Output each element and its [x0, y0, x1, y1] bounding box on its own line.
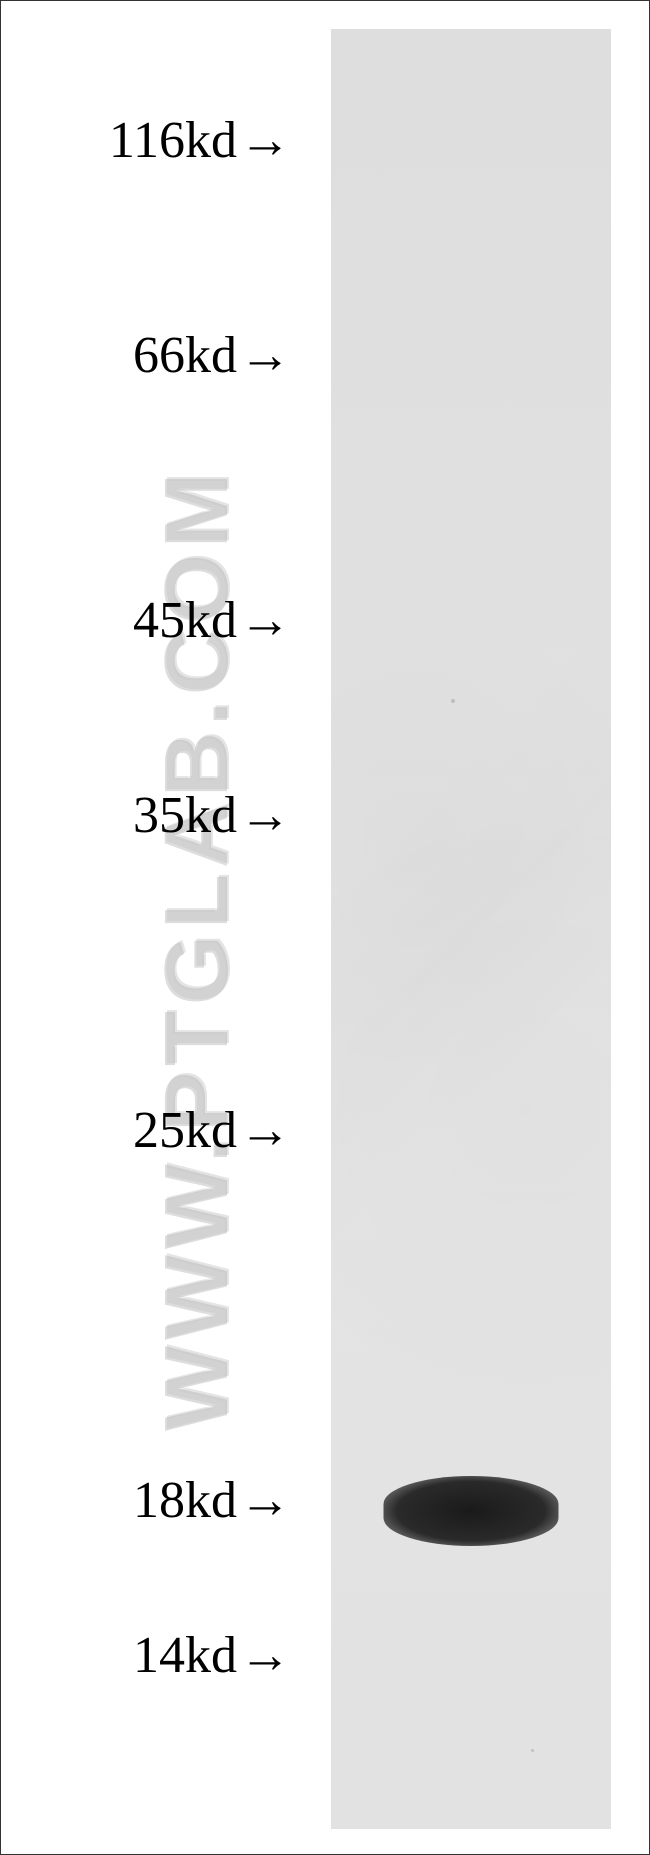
arrow-icon: →	[239, 1472, 291, 1529]
marker-labels-area: 116kd→ 66kd→ 45kd→ 35kd→ 25kd→ 18kd→ 14k…	[1, 1, 326, 1854]
artifact-speck	[451, 699, 455, 703]
artifact-speck	[531, 1749, 534, 1752]
marker-weight-text: 18kd	[133, 1472, 237, 1529]
marker-weight-text: 116kd	[109, 112, 237, 169]
marker-weight-text: 35kd	[133, 787, 237, 844]
blot-container: WWW.PTGLAB.COM 116kd→ 66kd→ 45kd→ 35kd→ …	[0, 0, 650, 1855]
marker-label: 14kd→	[133, 1626, 291, 1685]
arrow-icon: →	[239, 1627, 291, 1684]
arrow-icon: →	[239, 592, 291, 649]
marker-label: 18kd→	[133, 1471, 291, 1530]
protein-band	[384, 1476, 559, 1546]
marker-label: 35kd→	[133, 786, 291, 845]
marker-label: 66kd→	[133, 326, 291, 385]
marker-label: 45kd→	[133, 591, 291, 650]
marker-weight-text: 66kd	[133, 327, 237, 384]
arrow-icon: →	[239, 112, 291, 169]
marker-weight-text: 25kd	[133, 1102, 237, 1159]
marker-weight-text: 14kd	[133, 1627, 237, 1684]
blot-lane	[331, 29, 611, 1829]
marker-label: 116kd→	[109, 111, 291, 170]
marker-label: 25kd→	[133, 1101, 291, 1160]
arrow-icon: →	[239, 1102, 291, 1159]
arrow-icon: →	[239, 327, 291, 384]
marker-weight-text: 45kd	[133, 592, 237, 649]
arrow-icon: →	[239, 787, 291, 844]
